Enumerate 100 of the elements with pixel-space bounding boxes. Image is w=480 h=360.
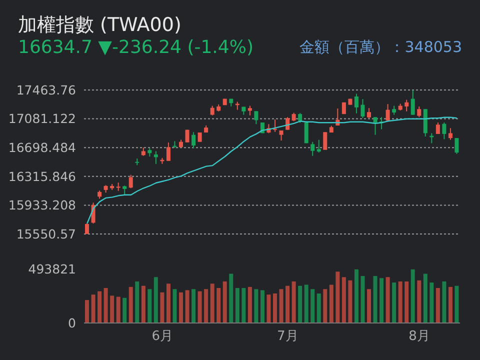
candlestick [354,93,358,114]
chart-subtitle: 16634.7 ▼-236.24 (-1.4%) [18,37,254,58]
bar [386,277,390,323]
candlestick [417,106,422,118]
bar [292,281,296,323]
candlestick [310,141,315,156]
candlestick [198,132,202,142]
bar [254,289,258,323]
candlestick [166,142,170,162]
bar [260,290,264,323]
bar [128,286,133,323]
candlestick [367,108,371,119]
candlestick [85,223,89,234]
candlestick [192,132,196,149]
x-tick-label: 8月 [408,329,430,344]
bar [410,269,415,323]
candlestick [248,105,252,116]
candlestick [436,122,440,134]
bar [179,292,183,323]
bar [286,286,290,323]
x-tick-label: 7月 [277,329,298,344]
y-tick-label: 16698.484 [8,140,76,156]
bar [216,288,221,323]
bar [436,288,440,323]
bar [273,293,277,323]
candlestick [373,116,378,136]
bar [266,294,271,323]
bar [298,286,302,323]
bar [342,277,346,323]
candlestick [392,105,396,116]
candlestick [122,185,127,196]
bar [423,274,428,323]
bar [122,298,127,323]
bar [404,281,409,323]
candlestick [298,112,302,124]
bar [360,276,365,323]
bar [279,289,284,323]
candlestick [316,139,321,154]
bar [135,281,140,323]
bar [430,282,434,323]
bar [160,292,164,323]
bar [373,276,378,323]
candlestick [442,122,446,140]
candlestick [410,90,415,116]
y-tick-label: 15550.57 [16,226,76,242]
bar [229,274,234,323]
bar [248,286,252,323]
y-tick-label: 17463.76 [16,82,76,98]
bar [166,284,170,323]
x-tick-label: 6月 [152,329,173,344]
bar [310,289,315,323]
bar [242,288,246,323]
bar [336,272,340,323]
bar [442,281,446,323]
candlestick [454,138,459,154]
candlestick [185,129,190,143]
bar [398,281,402,323]
bar [110,296,114,323]
bar [222,281,227,323]
candlestick [154,150,158,164]
bar [148,289,152,323]
bar [172,289,177,323]
bar [91,294,96,323]
bar [192,289,196,323]
y-tick-label: 0 [68,315,76,330]
bar [417,280,422,323]
bar [210,284,214,323]
y-tick-label: 17081.122 [8,111,76,126]
candlestick [273,118,277,132]
candlestick [448,128,452,140]
bar [454,286,459,323]
candlestick [254,110,258,125]
candlestick [286,116,290,130]
bar [141,286,146,323]
bar [185,290,190,323]
bar [348,280,352,323]
bar [204,289,208,323]
bar [354,269,358,323]
bar [85,300,89,323]
bar [448,286,452,323]
chart-title: 加權指數 (TWA00) [18,13,182,38]
candlestick [386,104,390,122]
y-tick-label: 16315.846 [8,168,76,184]
bar [316,293,321,323]
bar [367,289,371,323]
candlestick [360,98,365,119]
bar [154,277,158,323]
bar [235,288,240,323]
bar [323,289,328,323]
candlestick [404,99,409,112]
bar [380,278,384,323]
y-tick-label: 15933.208 [8,198,76,213]
bar [304,284,308,323]
bar [98,291,102,323]
bar [392,282,396,323]
bar [116,296,120,323]
candlestick [210,105,214,116]
candlestick [128,174,133,189]
bar [104,288,108,323]
text: 金額（百萬）：348053 [300,38,462,57]
